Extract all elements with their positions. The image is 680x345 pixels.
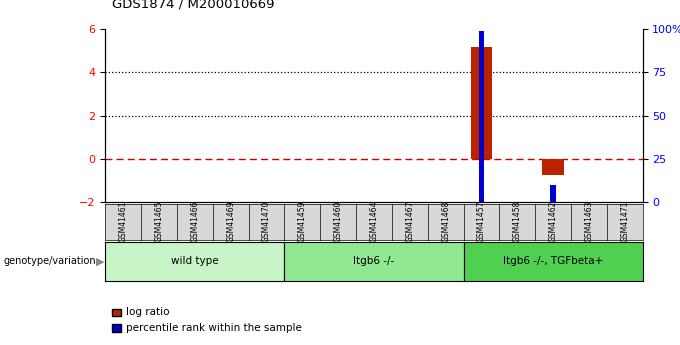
Text: log ratio: log ratio: [126, 307, 170, 317]
Text: wild type: wild type: [171, 256, 219, 266]
Text: Itgb6 -/-, TGFbeta+: Itgb6 -/-, TGFbeta+: [503, 256, 603, 266]
Bar: [479, 31, 484, 202]
Text: GSM41471: GSM41471: [620, 201, 629, 242]
Text: percentile rank within the sample: percentile rank within the sample: [126, 323, 303, 333]
Text: GSM41466: GSM41466: [190, 201, 199, 243]
Text: GDS1874 / M200010669: GDS1874 / M200010669: [112, 0, 275, 10]
Text: Itgb6 -/-: Itgb6 -/-: [354, 256, 394, 266]
Text: GSM41468: GSM41468: [441, 201, 450, 242]
Text: GSM41469: GSM41469: [226, 201, 235, 243]
Text: GSM41465: GSM41465: [154, 201, 164, 243]
Bar: [543, 159, 564, 175]
Text: GSM41460: GSM41460: [334, 201, 343, 243]
Text: GSM41459: GSM41459: [298, 201, 307, 243]
Text: GSM41463: GSM41463: [584, 201, 594, 243]
Text: ▶: ▶: [97, 256, 105, 266]
Text: GSM41462: GSM41462: [549, 201, 558, 242]
Text: GSM41457: GSM41457: [477, 201, 486, 243]
Text: GSM41467: GSM41467: [405, 201, 414, 243]
Text: genotype/variation: genotype/variation: [3, 256, 96, 266]
Text: GSM41458: GSM41458: [513, 201, 522, 242]
Text: GSM41464: GSM41464: [369, 201, 379, 243]
Bar: [550, 185, 556, 202]
Bar: [471, 47, 492, 159]
Text: GSM41461: GSM41461: [119, 201, 128, 242]
Text: GSM41470: GSM41470: [262, 201, 271, 243]
